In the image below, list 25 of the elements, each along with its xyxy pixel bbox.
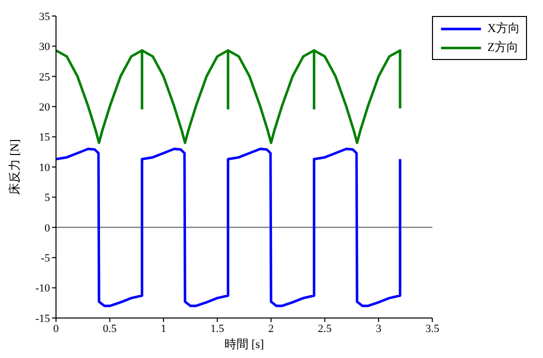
legend-label: Z方向	[487, 39, 519, 56]
x-tick-label: 1	[160, 322, 166, 335]
legend-label: X方向	[487, 20, 520, 37]
x-tick-label: 1.5	[210, 322, 225, 335]
y-tick-label: 5	[44, 192, 50, 204]
y-tick-label: -15	[35, 312, 50, 325]
x-tick-label: 3	[376, 322, 382, 335]
y-tick-label: -5	[40, 252, 50, 265]
x-tick-label: 0	[53, 322, 60, 335]
y-tick-label: 15	[39, 132, 50, 144]
line-series	[56, 49, 402, 144]
x-tick-label: 0.5	[102, 322, 118, 335]
x-tick-label: 2.5	[318, 322, 332, 335]
x-tick-label: 3.5	[425, 322, 440, 335]
x-axis-title: 時間 [s]	[224, 337, 264, 351]
y-axis-title: 床反力 [N]	[7, 139, 22, 195]
y-tick-label: -10	[35, 282, 50, 295]
y-tick-label: 20	[39, 102, 50, 114]
line-series	[56, 148, 402, 308]
y-tick-label: 25	[39, 71, 50, 84]
y-tick-label: 0	[44, 222, 50, 234]
x-tick-label: 2	[268, 322, 274, 335]
y-tick-label: 10	[39, 162, 50, 174]
y-tick-label: 35	[39, 10, 50, 23]
y-tick-label: 30	[39, 41, 50, 54]
